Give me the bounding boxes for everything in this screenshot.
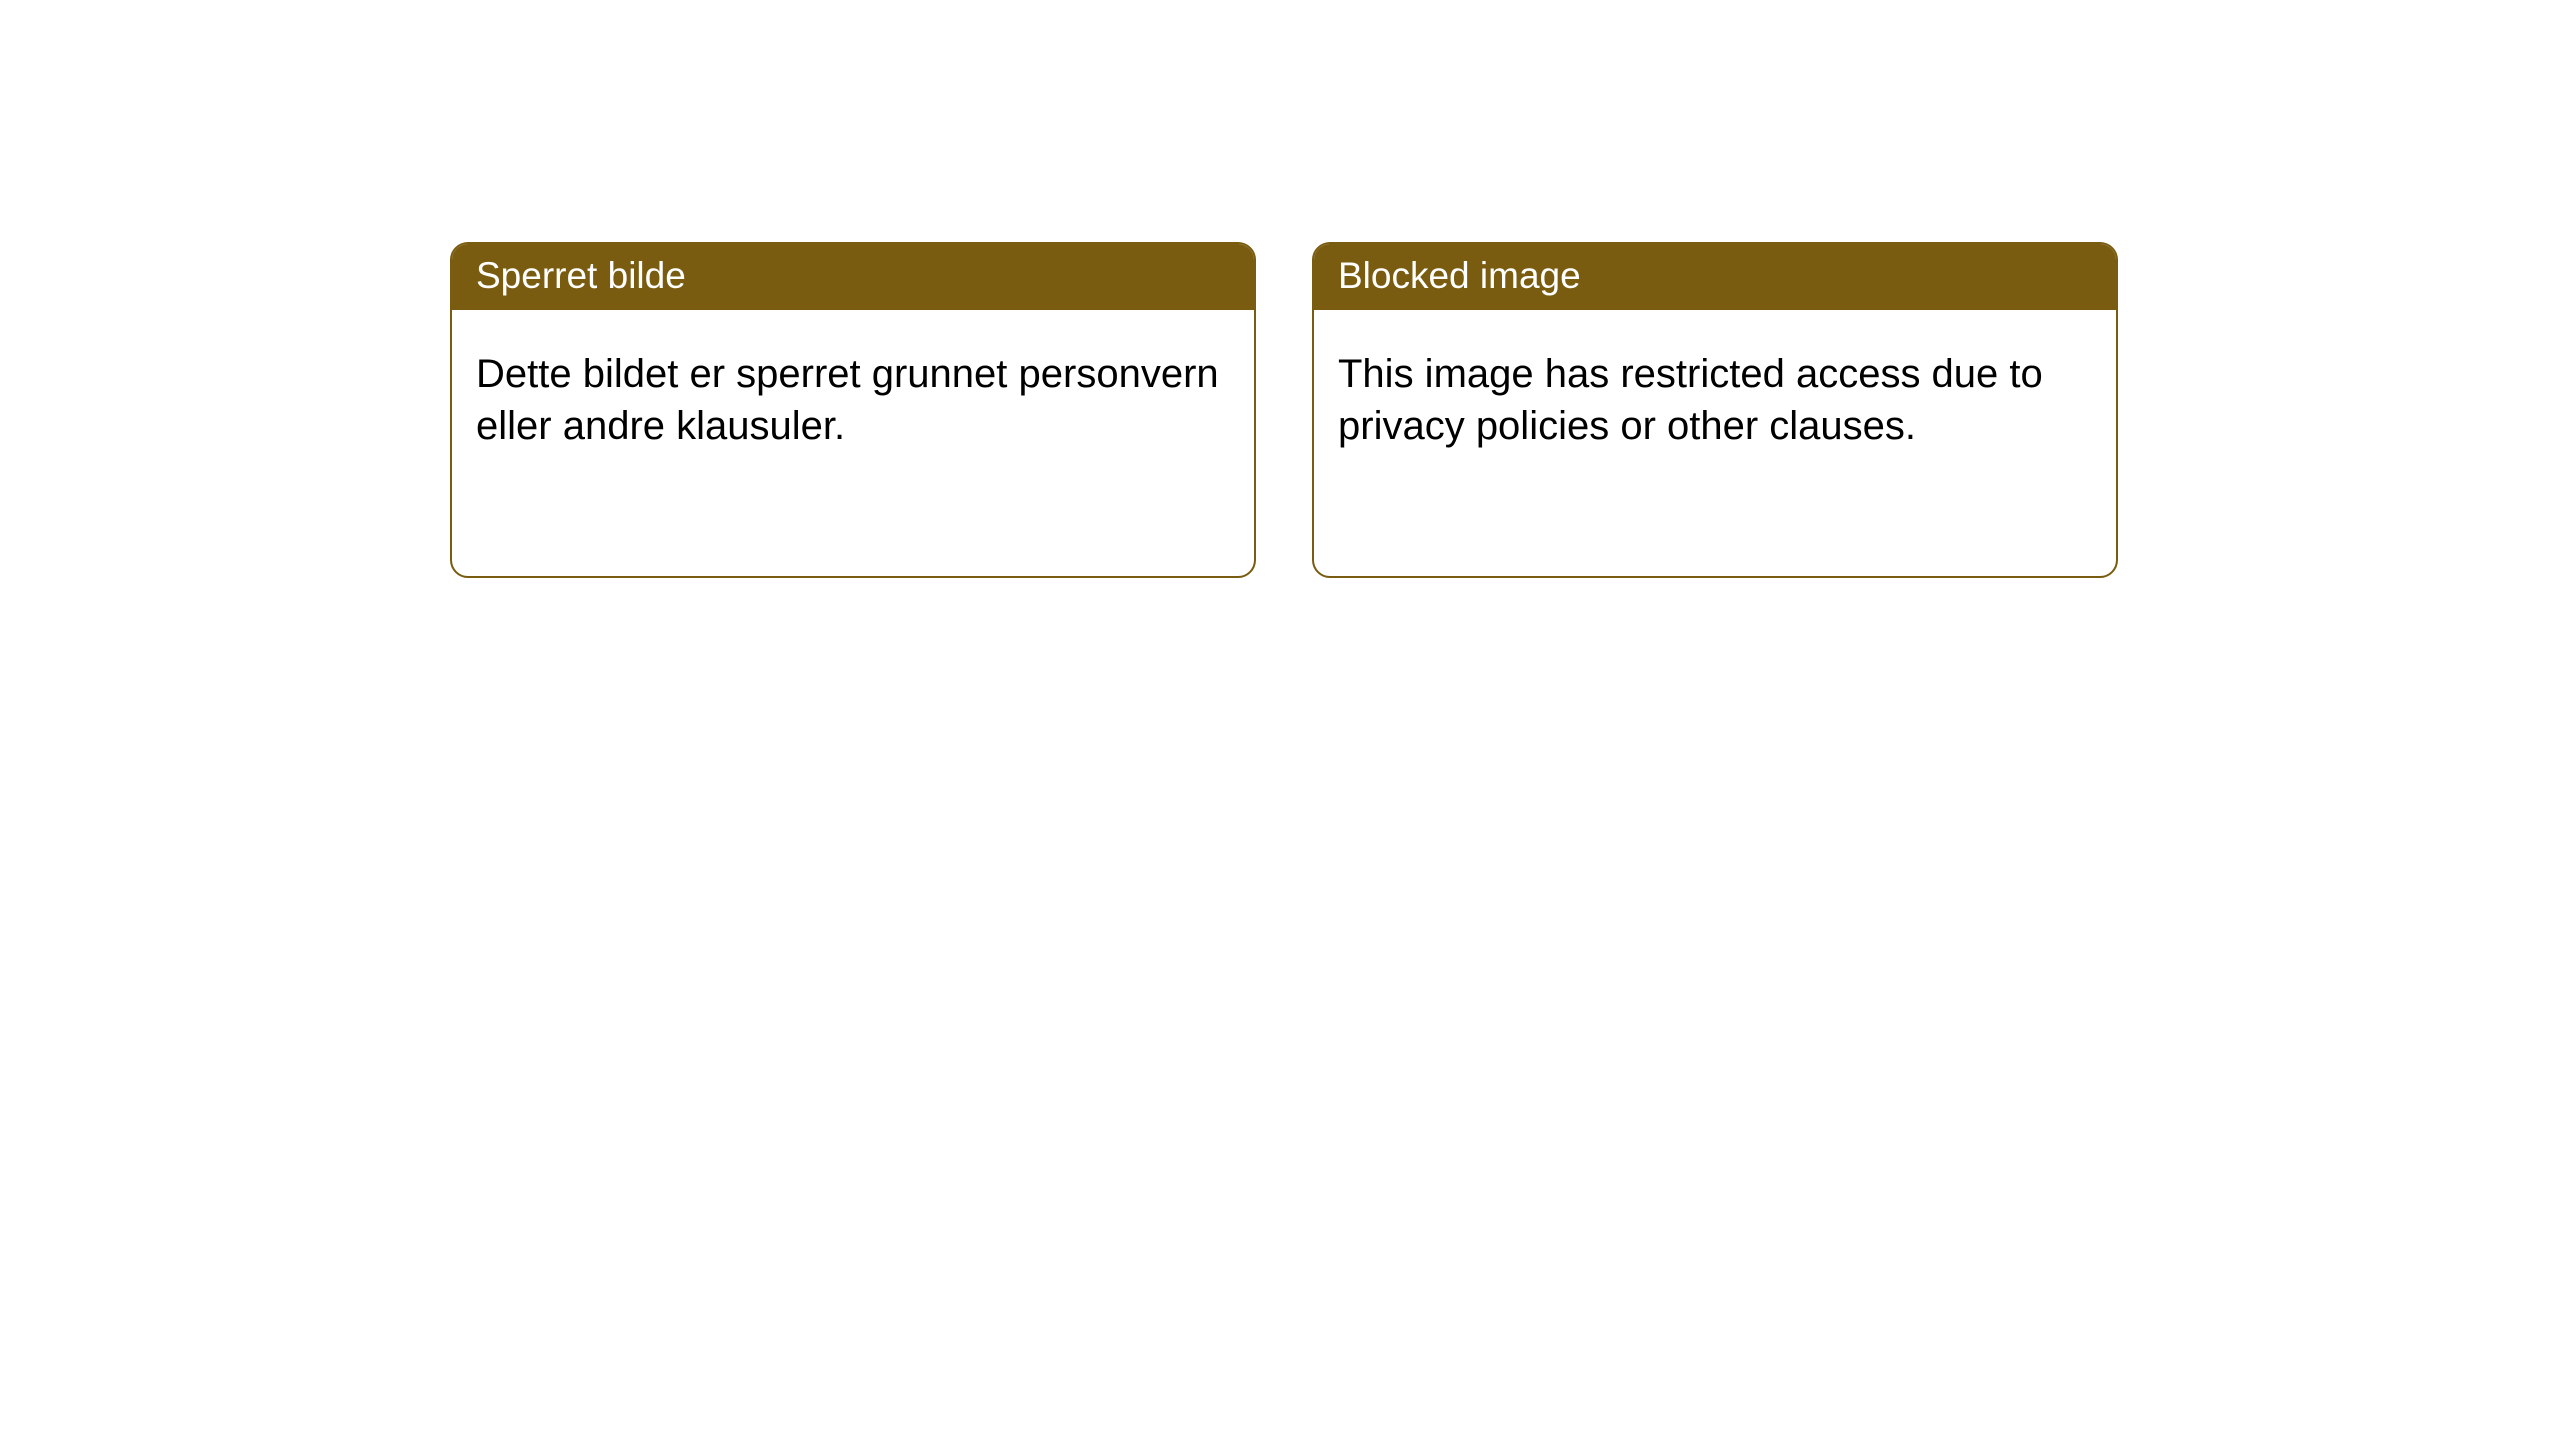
panel-header-norwegian: Sperret bilde: [452, 244, 1254, 310]
panels-container: Sperret bilde Dette bildet er sperret gr…: [450, 242, 2118, 578]
panel-english: Blocked image This image has restricted …: [1312, 242, 2118, 578]
panel-body-english: This image has restricted access due to …: [1314, 310, 2116, 476]
panel-body-norwegian: Dette bildet er sperret grunnet personve…: [452, 310, 1254, 476]
panel-norwegian: Sperret bilde Dette bildet er sperret gr…: [450, 242, 1256, 578]
panel-header-english: Blocked image: [1314, 244, 2116, 310]
